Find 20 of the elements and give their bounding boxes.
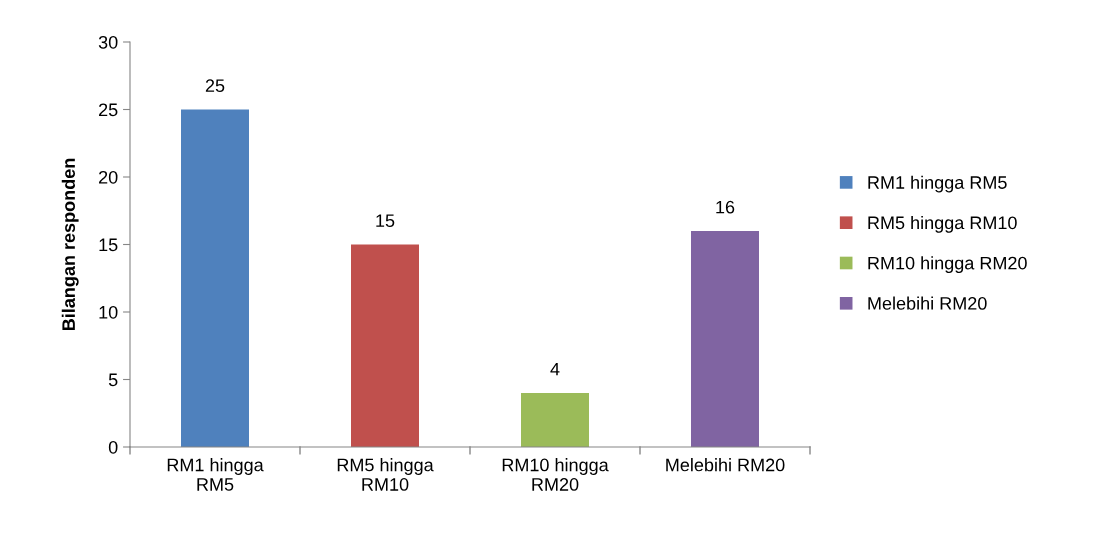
y-tick-label: 0 (108, 440, 118, 454)
y-tick-label: 25 (99, 103, 118, 117)
data-label: 25 (205, 79, 225, 93)
data-label: 15 (376, 214, 395, 228)
y-tick-label: 20 (99, 170, 118, 184)
legend-label: RM10 hingga RM20 (868, 256, 1027, 274)
y-tick-label: 15 (99, 238, 118, 252)
legend-label: RM5 hingga RM10 (868, 215, 1017, 233)
y-tick-label: 30 (98, 35, 118, 49)
x-tick-label: Melebihi RM20 (666, 458, 785, 472)
y-axis-title: Bilangan responden (61, 158, 79, 331)
x-tick-label: RM1 hingga RM5 (167, 458, 264, 491)
y-tick-label: 5 (108, 373, 118, 387)
legend-label: RM1 hingga RM5 (868, 175, 1007, 193)
x-tick-label: RM10 hingga RM20 (502, 458, 609, 491)
y-tick-label: 10 (99, 305, 118, 319)
x-tick-label: RM5 hingga RM10 (337, 458, 434, 491)
data-label: 16 (716, 200, 735, 214)
data-label: 4 (550, 362, 560, 376)
legend-label: Melebihi RM20 (868, 296, 987, 310)
